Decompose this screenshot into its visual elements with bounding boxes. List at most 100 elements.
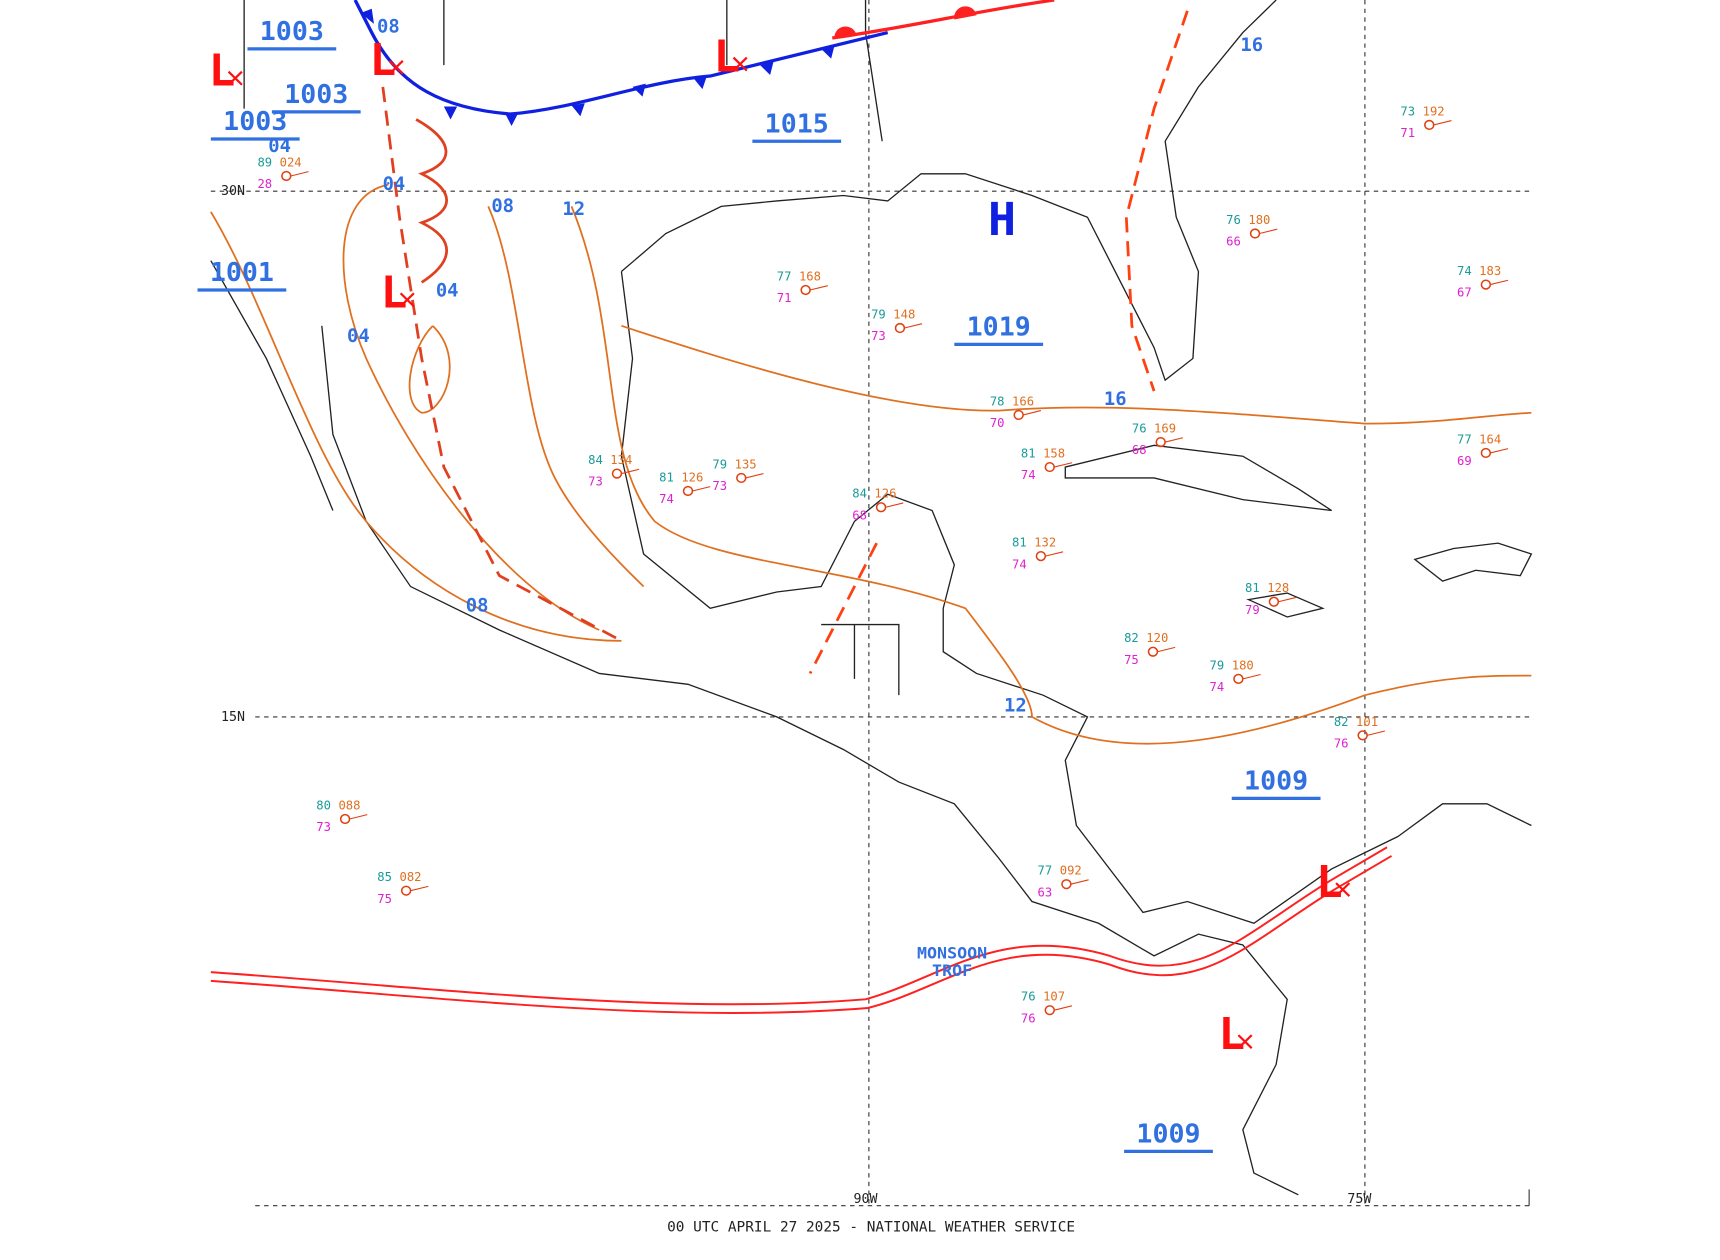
station-pressure: 128 <box>1267 581 1289 595</box>
station-pressure: 169 <box>1154 422 1176 436</box>
station-dew: 71 <box>1400 126 1415 140</box>
low-cross <box>388 60 404 75</box>
station-pressure: 135 <box>735 457 757 471</box>
station-pressure: 168 <box>799 270 821 284</box>
station-temp: 81 <box>1012 536 1027 550</box>
station-dew: 67 <box>1457 286 1472 300</box>
wind-barb <box>1054 462 1073 468</box>
isobar-label: 08 <box>466 596 489 617</box>
low-center: L <box>381 268 408 318</box>
station-temp: 76 <box>1226 213 1241 227</box>
station-temp: 80 <box>316 799 331 813</box>
station-pressure: 180 <box>1248 213 1270 227</box>
pressure-label: 1001 <box>210 258 274 288</box>
isobar-label: 08 <box>491 196 514 217</box>
station-dew: 76 <box>1021 1011 1036 1025</box>
low-center: L <box>713 32 740 82</box>
isobar <box>621 325 1532 425</box>
wind-barb <box>1366 730 1386 736</box>
cold-front <box>353 0 889 116</box>
isobar-label: 04 <box>383 174 406 195</box>
pressure-label: 1003 <box>223 107 287 137</box>
low-cross <box>227 70 243 86</box>
station-pressure: 101 <box>1356 715 1378 729</box>
wind-barb <box>349 814 368 820</box>
wind-barb <box>1490 448 1509 454</box>
wind-barb <box>1490 279 1509 286</box>
station-pressure: 126 <box>681 471 703 485</box>
low-cross <box>1237 1034 1253 1049</box>
wind-barb <box>1165 437 1184 443</box>
isobar <box>408 325 451 414</box>
station-dew: 28 <box>257 177 272 191</box>
low-center: L <box>1218 1010 1245 1060</box>
station-pressure: 024 <box>280 156 302 170</box>
station-pressure: 158 <box>1043 447 1065 461</box>
wind-barb <box>621 468 640 475</box>
station-temp: 82 <box>1124 631 1139 645</box>
station-temp: 77 <box>1038 864 1053 878</box>
station-pressure: 126 <box>874 487 896 501</box>
dry-line <box>415 118 449 284</box>
grid-label: 15N <box>221 710 245 725</box>
station-pressure: 088 <box>338 799 360 813</box>
station-dew: 74 <box>1012 557 1027 571</box>
monsoon-label: MONSOON TROF <box>917 943 987 979</box>
low-cross <box>1335 882 1351 897</box>
station-temp: 77 <box>1457 432 1472 446</box>
wind-barb <box>1433 120 1452 126</box>
jamaica <box>1246 592 1325 618</box>
station-pressure: 166 <box>1012 394 1034 408</box>
grid-label: 30N <box>221 184 245 199</box>
coastline <box>620 0 1277 382</box>
station-dew: 74 <box>1210 680 1225 694</box>
station-temp: 78 <box>990 394 1005 408</box>
wind-barb <box>1278 596 1297 603</box>
wind-barb <box>1070 879 1089 885</box>
isobar-label: 08 <box>377 17 400 38</box>
station-temp: 84 <box>852 487 867 501</box>
station-pressure: 120 <box>1146 631 1168 645</box>
station-pressure: 164 <box>1479 432 1501 446</box>
station-pressure: 134 <box>610 453 632 467</box>
station-dew: 71 <box>777 291 792 305</box>
station-temp: 89 <box>257 156 272 170</box>
isobar <box>342 183 600 631</box>
station-dew: 66 <box>1226 235 1241 249</box>
station-dew: 73 <box>316 820 331 834</box>
station-dew: 74 <box>1021 468 1036 482</box>
wind-barb <box>885 502 904 508</box>
wind-barb <box>410 885 429 892</box>
wind-barb <box>1242 674 1261 680</box>
low-center: L <box>369 35 396 85</box>
station-dew: 76 <box>1334 737 1349 751</box>
grid-label: 75W <box>1347 1192 1371 1207</box>
station-circle <box>1035 551 1047 562</box>
station-temp: 76 <box>1021 990 1036 1004</box>
station-temp: 73 <box>1400 104 1415 118</box>
station-pressure: 082 <box>399 870 421 884</box>
low-center: L <box>209 46 236 96</box>
isobar <box>570 206 1033 717</box>
isobar <box>1031 674 1532 745</box>
station-temp: 79 <box>712 457 727 471</box>
station-dew: 75 <box>1124 653 1139 667</box>
station-temp: 76 <box>1132 422 1147 436</box>
monsoon-trough <box>210 855 1393 1014</box>
station-pressure: 107 <box>1043 990 1065 1004</box>
low-cross <box>399 292 415 308</box>
isobar-label: 16 <box>1104 389 1127 410</box>
wind-barb <box>904 323 923 329</box>
trough <box>381 86 623 643</box>
station-temp: 77 <box>777 270 792 284</box>
wind-barb <box>809 285 828 291</box>
isobar-label: 16 <box>1240 35 1263 56</box>
station-dew: 73 <box>871 329 886 343</box>
front-pips <box>834 6 977 40</box>
cuba <box>1064 444 1332 512</box>
isobar-label: 04 <box>268 136 291 157</box>
pressure-label: 1019 <box>967 313 1031 343</box>
station-temp: 74 <box>1457 264 1472 278</box>
